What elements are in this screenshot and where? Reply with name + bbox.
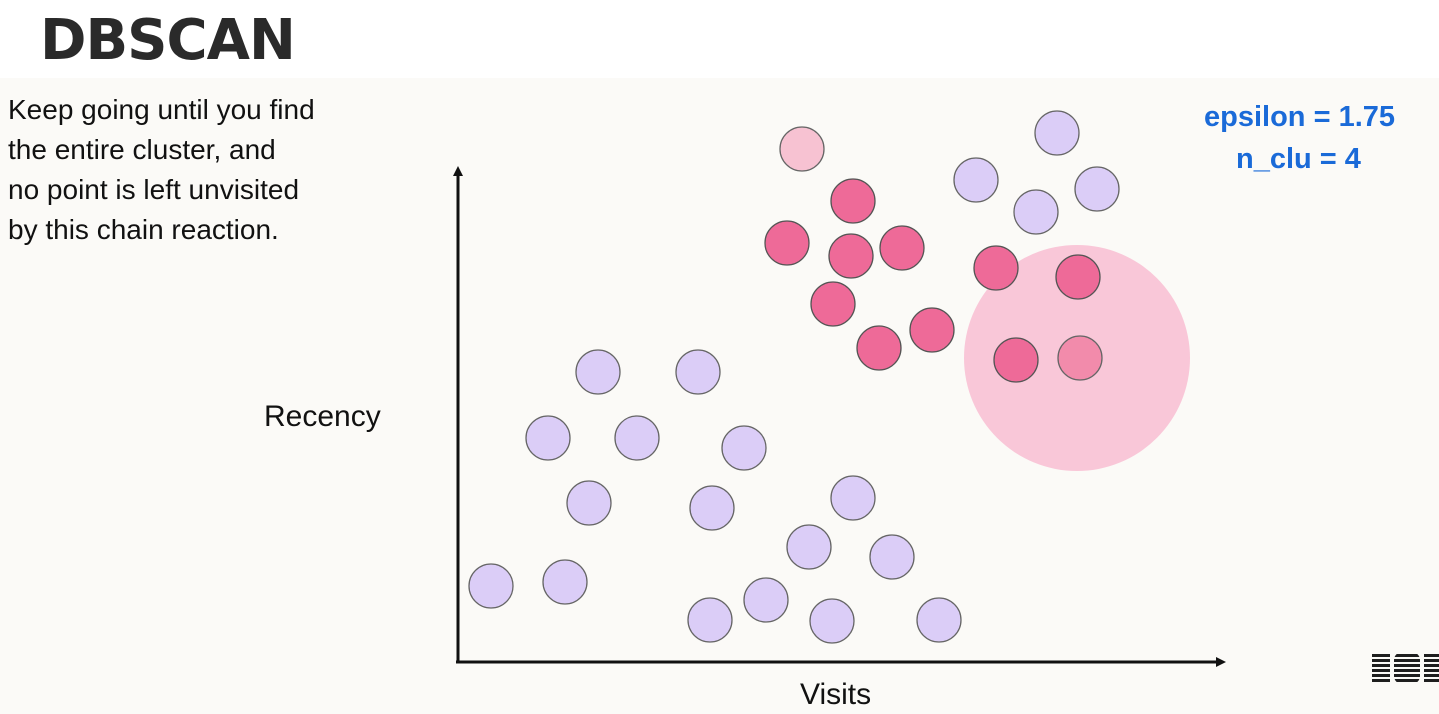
point-visited [993, 337, 1039, 383]
point-visited [830, 178, 876, 224]
ibm-logo [1370, 644, 1439, 692]
point-unvisited [525, 415, 571, 461]
point-current [1057, 335, 1103, 381]
visited-cluster-points [764, 178, 1101, 383]
point-unvisited [614, 415, 660, 461]
point-unvisited [743, 577, 789, 623]
n-clu-label: n_clu = 4 [1236, 143, 1361, 175]
point-unvisited [468, 563, 514, 609]
point-unvisited [1034, 110, 1080, 156]
y-axis-label: Recency [264, 400, 381, 433]
point-unvisited [566, 480, 612, 526]
caption-line: the entire cluster, and [8, 134, 276, 165]
point-visited [1055, 254, 1101, 300]
point-unvisited [830, 475, 876, 521]
unvisited-points [468, 110, 1120, 644]
point-visited [856, 325, 902, 371]
point-unvisited [1074, 166, 1120, 212]
point-unvisited [721, 425, 767, 471]
slide-title: DBSCAN [40, 8, 296, 73]
caption-line: by this chain reaction. [8, 214, 279, 245]
point-unvisited [675, 349, 721, 395]
point-unvisited [575, 349, 621, 395]
caption-text: Keep going until you find the entire clu… [8, 90, 408, 250]
point-visited [909, 307, 955, 353]
point-unvisited [786, 524, 832, 570]
point-unvisited [542, 559, 588, 605]
point-visited [828, 233, 874, 279]
point-unvisited [916, 597, 962, 643]
point-unvisited [687, 597, 733, 643]
point-visited [810, 281, 856, 327]
epsilon-label: epsilon = 1.75 [1204, 101, 1396, 133]
caption-line: no point is left unvisited [8, 174, 300, 205]
point-visited [879, 225, 925, 271]
x-axis-label: Visits [800, 678, 872, 711]
ibm-logo-graphic [1372, 652, 1439, 684]
point-unvisited [869, 534, 915, 580]
light-pink-points [779, 126, 825, 172]
point-unvisited [809, 598, 855, 644]
point-light-pink [779, 126, 825, 172]
caption-line: Keep going until you find [8, 94, 315, 125]
point-visited [973, 245, 1019, 291]
point-visited [764, 220, 810, 266]
current-point-group [1057, 335, 1103, 381]
point-unvisited [953, 157, 999, 203]
parameter-box: epsilon = 1.75 n_clu = 4 [1204, 96, 1439, 180]
point-unvisited [689, 485, 735, 531]
point-unvisited [1013, 189, 1059, 235]
